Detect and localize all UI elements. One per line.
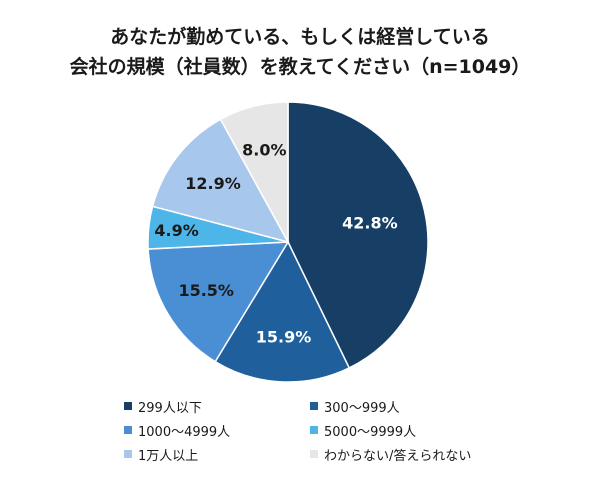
legend-item-300-999: 300〜999人	[310, 396, 510, 416]
legend-swatch	[124, 402, 132, 410]
slice-value-label: 12.9%	[185, 174, 241, 193]
chart-title-line-2: 会社の規模（社員数）を教えてください（n=1049）	[69, 56, 531, 78]
legend-item-10000-plus: 1万人以上	[124, 444, 310, 464]
slice-value-label: 15.5%	[178, 281, 234, 300]
pie-slice	[219, 101, 289, 243]
pie-slice	[151, 118, 290, 244]
legend-label: 5000〜9999人	[324, 424, 417, 440]
slice-value-label: 42.8%	[342, 214, 398, 233]
legend-label: 299人以下	[138, 400, 202, 416]
legend-swatch	[124, 426, 132, 434]
legend-label: 1000〜4999人	[138, 424, 231, 440]
slice-value-label: 4.9%	[154, 221, 198, 240]
legend-item-299: 299人以下	[124, 396, 310, 416]
legend-item-1000-4999: 1000〜4999人	[124, 420, 310, 440]
legend-swatch	[310, 402, 318, 410]
slice-value-label: 8.0%	[242, 140, 286, 159]
pie-slice	[287, 101, 429, 369]
pie-slice	[214, 240, 351, 383]
legend: 299人以下 300〜999人 1000〜4999人 5000〜9999人 1万…	[124, 396, 524, 464]
legend-label: 300〜999人	[324, 400, 400, 416]
pie-slice	[147, 241, 290, 363]
legend-label: 1万人以上	[138, 448, 199, 464]
chart-title-line-1: あなたが勤めている、もしくは経営している	[110, 26, 490, 48]
legend-swatch	[124, 450, 132, 458]
legend-label: わからない/答えられない	[324, 448, 472, 464]
pie-chart: 42.8% 15.9% 15.5% 4.9% 12.9%8.0%	[147, 101, 429, 383]
legend-item-unknown: わからない/答えられない	[310, 444, 510, 464]
legend-item-5000-9999: 5000〜9999人	[310, 420, 510, 440]
slice-value-label: 15.9%	[256, 328, 312, 347]
legend-swatch	[310, 450, 318, 458]
legend-swatch	[310, 426, 318, 434]
chart-title: あなたが勤めている、もしくは経営している 会社の規模（社員数）を教えてください（…	[0, 22, 600, 82]
